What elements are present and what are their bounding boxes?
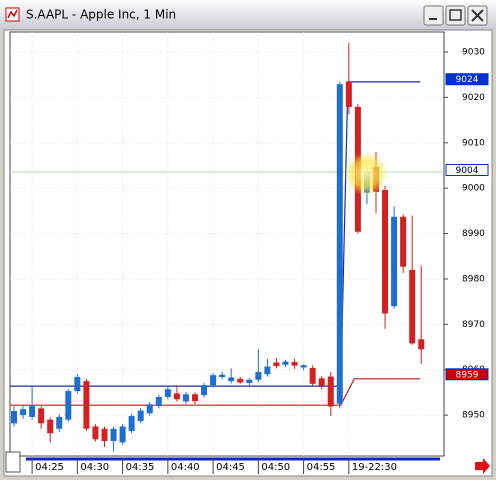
y-tick-label: 9010 bbox=[462, 138, 485, 148]
candle-body bbox=[309, 367, 316, 384]
candle-body bbox=[264, 366, 271, 375]
x-tick-label: 19-22:30 bbox=[352, 462, 397, 473]
candle-body bbox=[192, 394, 198, 402]
candle-body bbox=[228, 377, 235, 382]
price-tag-label: 9024 bbox=[456, 75, 479, 85]
candle-body bbox=[47, 419, 54, 434]
maximize-button[interactable] bbox=[445, 5, 466, 26]
price-tag bbox=[445, 368, 489, 381]
candle-body bbox=[201, 385, 208, 396]
plot: 89508960897089808990900090109020903004:2… bbox=[9, 32, 485, 474]
y-tick-label: 8950 bbox=[462, 411, 485, 421]
minimize-button[interactable] bbox=[423, 5, 444, 26]
highlight-burst bbox=[344, 151, 388, 196]
app-icon-glyph bbox=[7, 9, 18, 19]
candle-body bbox=[83, 381, 90, 429]
candle-body bbox=[391, 216, 398, 307]
candle-body bbox=[146, 404, 153, 414]
x-tick-label: 04:40 bbox=[171, 462, 200, 473]
window-buttons[interactable] bbox=[423, 5, 488, 26]
candle-body bbox=[29, 406, 36, 417]
candle-body bbox=[282, 361, 289, 365]
candle-body bbox=[210, 375, 217, 386]
y-tick-label: 9020 bbox=[462, 93, 485, 103]
level-line bbox=[9, 378, 421, 406]
candle-body bbox=[273, 362, 280, 367]
y-tick-label: 9030 bbox=[462, 47, 485, 57]
candle-body bbox=[291, 362, 298, 366]
candle-body bbox=[336, 84, 343, 404]
candle-body bbox=[173, 393, 180, 400]
price-tag-label: 9004 bbox=[456, 166, 479, 176]
candle-body bbox=[246, 379, 253, 383]
candle-body bbox=[300, 365, 307, 368]
price-tag bbox=[445, 73, 489, 86]
candle-body bbox=[219, 374, 226, 378]
candle-body bbox=[237, 378, 244, 383]
y-tick-label: 8980 bbox=[462, 274, 485, 284]
candle-body bbox=[110, 428, 117, 442]
y-tick-label: 9000 bbox=[462, 184, 485, 194]
plot-area bbox=[9, 31, 445, 457]
candle-body bbox=[74, 377, 81, 392]
candle-body bbox=[38, 408, 45, 424]
x-tick-label: 04:45 bbox=[216, 462, 245, 473]
scroll-arrow[interactable] bbox=[475, 458, 490, 474]
close-glyph bbox=[471, 9, 484, 22]
x-tick-label: 04:35 bbox=[126, 462, 155, 473]
price-tag bbox=[445, 164, 489, 177]
price-tag-label: 8959 bbox=[456, 370, 479, 380]
candle-body bbox=[101, 428, 108, 442]
candle-body bbox=[382, 189, 389, 314]
candle-body bbox=[65, 391, 72, 420]
candle-body bbox=[255, 372, 262, 380]
x-tick-label: 04:25 bbox=[35, 462, 64, 473]
candle-body bbox=[128, 416, 135, 432]
candle-body bbox=[137, 410, 144, 422]
x-tick-label: 04:55 bbox=[307, 462, 336, 473]
candle-body bbox=[20, 409, 27, 416]
candle-body bbox=[318, 378, 325, 386]
candle-body bbox=[11, 411, 17, 424]
candle-body bbox=[119, 426, 126, 443]
y-tick-label: 8990 bbox=[462, 229, 485, 239]
candle-body bbox=[418, 339, 425, 350]
window-title: S.AAPL - Apple Inc, 1 Min bbox=[26, 8, 176, 22]
candle-body bbox=[327, 376, 334, 407]
candle-body bbox=[400, 216, 407, 267]
level-line bbox=[9, 81, 421, 387]
candle-body bbox=[182, 394, 189, 402]
scroll-box[interactable] bbox=[5, 451, 21, 473]
x-tick-label: 04:50 bbox=[261, 462, 290, 473]
x-tick-label: 04:30 bbox=[80, 462, 109, 473]
candle-body bbox=[92, 426, 99, 440]
candle-body bbox=[155, 396, 162, 407]
title-bar bbox=[0, 0, 496, 30]
candle-body bbox=[345, 81, 352, 107]
maximize-glyph bbox=[449, 9, 462, 21]
candle-body bbox=[164, 389, 171, 397]
candle-body bbox=[56, 416, 63, 429]
candle-body bbox=[409, 269, 416, 344]
y-tick-label: 8970 bbox=[462, 320, 485, 330]
